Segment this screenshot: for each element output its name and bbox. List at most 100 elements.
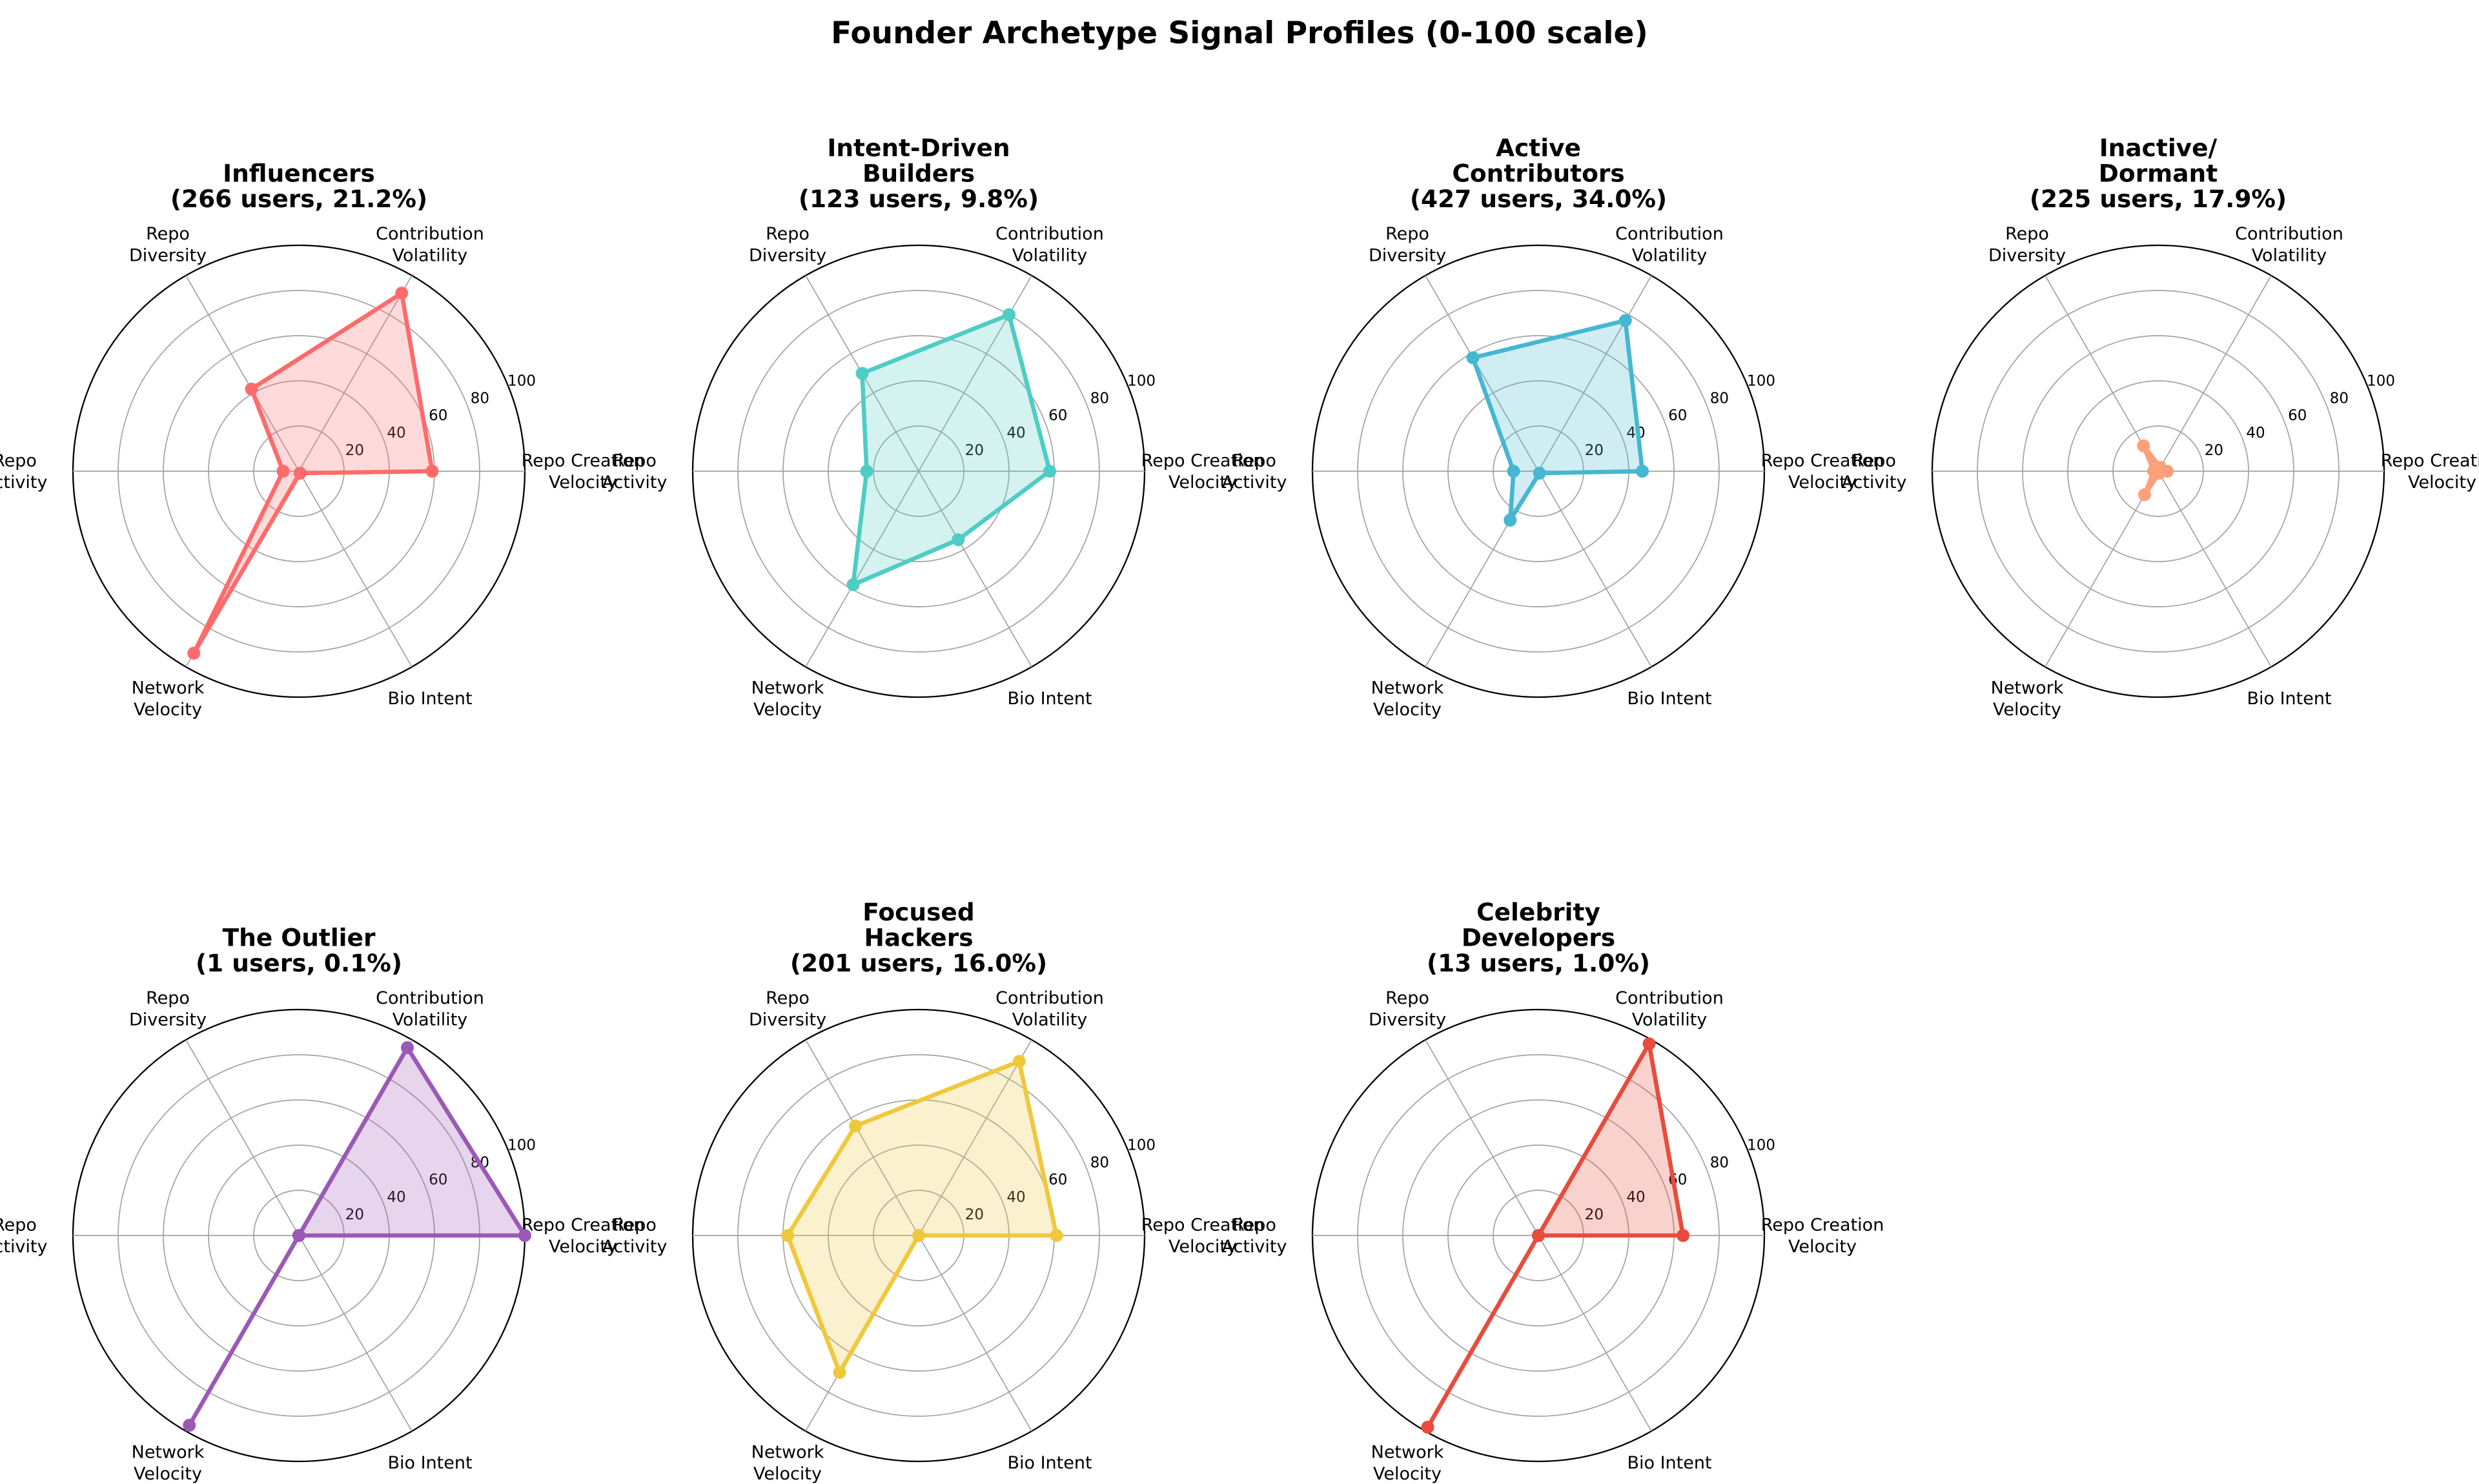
- data-point-repo_activity: [276, 465, 290, 478]
- data-point-bio_intent: [1532, 1229, 1545, 1242]
- axis-label-repo_diversity: Diversity: [749, 246, 826, 266]
- radial-tick-label: 80: [1090, 1154, 1109, 1171]
- data-point-network_velocity: [1504, 513, 1517, 527]
- axis-label-repo_diversity: Repo: [1385, 224, 1429, 244]
- data-point-bio_intent: [952, 533, 965, 547]
- radial-tick-label: 80: [1710, 390, 1729, 407]
- radial-tick-label: 20: [345, 442, 364, 459]
- radial-tick-label: 100: [1127, 373, 1156, 390]
- data-polygon: [851, 312, 1052, 587]
- chart-stats: (266 users, 21.2%): [170, 185, 427, 213]
- data-point-contribution_volatility: [401, 1041, 414, 1055]
- axis-label-contribution_volatility: Volatility: [1632, 246, 1708, 266]
- data-point-repo_creation_velocity: [1636, 465, 1649, 478]
- radial-tick-label: 100: [2367, 373, 2395, 390]
- data-point-network_velocity: [846, 578, 860, 591]
- axis-spoke-repo_diversity: [2045, 275, 2159, 472]
- axis-spoke-repo_diversity: [805, 1039, 919, 1236]
- radial-tick-label: 40: [1626, 1189, 1645, 1206]
- chart-title: Influencers: [223, 159, 375, 188]
- data-point-network_velocity: [2138, 488, 2151, 502]
- radial-tick-label: 40: [387, 425, 405, 442]
- chart-stats: (1 users, 0.1%): [196, 949, 402, 977]
- radial-tick-label: 80: [471, 390, 489, 407]
- axis-spoke-bio_intent: [298, 1235, 413, 1432]
- axis-label-contribution_volatility: Volatility: [393, 1010, 468, 1030]
- axis-label-repo_activity: Repo: [613, 451, 657, 471]
- axis-label-repo_diversity: Diversity: [1369, 1010, 1446, 1030]
- chart-title: Intent-Driven: [827, 134, 1010, 162]
- axis-label-network_velocity: Network: [132, 678, 205, 698]
- chart-stats: (225 users, 17.9%): [2030, 185, 2287, 213]
- chart-stats: (201 users, 16.0%): [790, 949, 1047, 977]
- data-polygon: [191, 290, 434, 656]
- radial-tick-label: 40: [2246, 425, 2265, 442]
- data-point-repo_activity: [781, 1229, 794, 1242]
- axis-spoke-repo_diversity: [185, 275, 300, 472]
- axis-label-repo_creation_velocity: Velocity: [549, 1237, 617, 1257]
- axis-label-contribution_volatility: Contribution: [376, 988, 484, 1008]
- axis-label-network_velocity: Network: [751, 678, 824, 698]
- chart-title: Inactive/: [2099, 134, 2218, 162]
- axis-label-contribution_volatility: Contribution: [376, 224, 484, 244]
- axis-label-repo_creation_velocity: Velocity: [1168, 473, 1237, 493]
- axis-label-contribution_volatility: Volatility: [1012, 246, 1088, 266]
- axis-label-network_velocity: Velocity: [753, 700, 822, 720]
- axis-label-repo_creation_velocity: Repo Creation: [1141, 1215, 1265, 1235]
- radial-tick-label: 100: [1747, 1137, 1775, 1154]
- data-point-repo_diversity: [1466, 351, 1480, 365]
- data-point-contribution_volatility: [1003, 308, 1015, 321]
- axis-label-bio_intent: Bio Intent: [1007, 1453, 1092, 1473]
- data-point-repo_creation_velocity: [518, 1229, 531, 1242]
- radial-tick-label: 60: [1048, 407, 1067, 424]
- data-point-contribution_volatility: [1618, 314, 1632, 327]
- radial-tick-label: 60: [429, 407, 447, 424]
- axis-label-repo_diversity: Diversity: [129, 246, 207, 266]
- axis-label-repo_diversity: Diversity: [1369, 246, 1446, 266]
- radial-tick-label: 60: [1048, 1172, 1067, 1188]
- axis-label-repo_diversity: Repo: [1385, 988, 1429, 1008]
- axis-label-contribution_volatility: Contribution: [1615, 224, 1724, 244]
- axis-spoke-bio_intent: [1538, 1235, 1652, 1432]
- axis-label-network_velocity: Velocity: [753, 1464, 822, 1484]
- data-point-repo_creation_velocity: [425, 465, 439, 478]
- data-point-bio_intent: [912, 1229, 925, 1242]
- axis-label-bio_intent: Bio Intent: [1007, 689, 1092, 709]
- axis-label-repo_activity: Activity: [1222, 1237, 1287, 1257]
- axis-spoke-contribution_volatility: [918, 275, 1032, 472]
- axis-label-repo_activity: Repo: [1852, 451, 1896, 471]
- axis-label-bio_intent: Bio Intent: [1627, 1453, 1711, 1473]
- axis-label-repo_activity: Repo: [1232, 451, 1276, 471]
- axis-label-repo_diversity: Diversity: [129, 1010, 207, 1030]
- axis-label-repo_activity: Repo: [0, 451, 37, 471]
- chart-stats: (123 users, 9.8%): [799, 185, 1039, 213]
- axis-spoke-contribution_volatility: [298, 275, 413, 472]
- axis-spoke-bio_intent: [918, 471, 1032, 667]
- data-point-repo_diversity: [849, 1119, 862, 1133]
- axis-spoke-repo_diversity: [1425, 1039, 1539, 1236]
- radial-tick-label: 100: [507, 373, 536, 390]
- axis-label-repo_creation_velocity: Repo Creation: [1761, 1215, 1884, 1235]
- axis-spoke-repo_diversity: [1425, 275, 1539, 472]
- axis-label-repo_activity: Activity: [602, 1237, 668, 1257]
- data-point-bio_intent: [293, 467, 307, 480]
- data-point-bio_intent: [2152, 467, 2166, 480]
- radial-tick-label: 20: [2205, 442, 2223, 459]
- axis-label-contribution_volatility: Volatility: [1632, 1010, 1708, 1030]
- data-point-contribution_volatility: [395, 287, 409, 300]
- data-point-repo_creation_velocity: [1043, 465, 1056, 478]
- radial-tick-label: 100: [507, 1137, 536, 1154]
- axis-label-network_velocity: Network: [132, 1442, 205, 1462]
- axis-label-repo_activity: Activity: [1842, 473, 1907, 493]
- axis-label-network_velocity: Network: [751, 1442, 824, 1462]
- axis-label-repo_activity: Repo: [0, 1215, 37, 1235]
- radial-tick-label: 20: [1585, 442, 1604, 459]
- chart-title: Focused: [862, 898, 974, 926]
- radial-tick-label: 80: [2330, 390, 2349, 407]
- chart-stats: (13 users, 1.0%): [1427, 949, 1650, 977]
- axis-label-contribution_volatility: Contribution: [1615, 988, 1724, 1008]
